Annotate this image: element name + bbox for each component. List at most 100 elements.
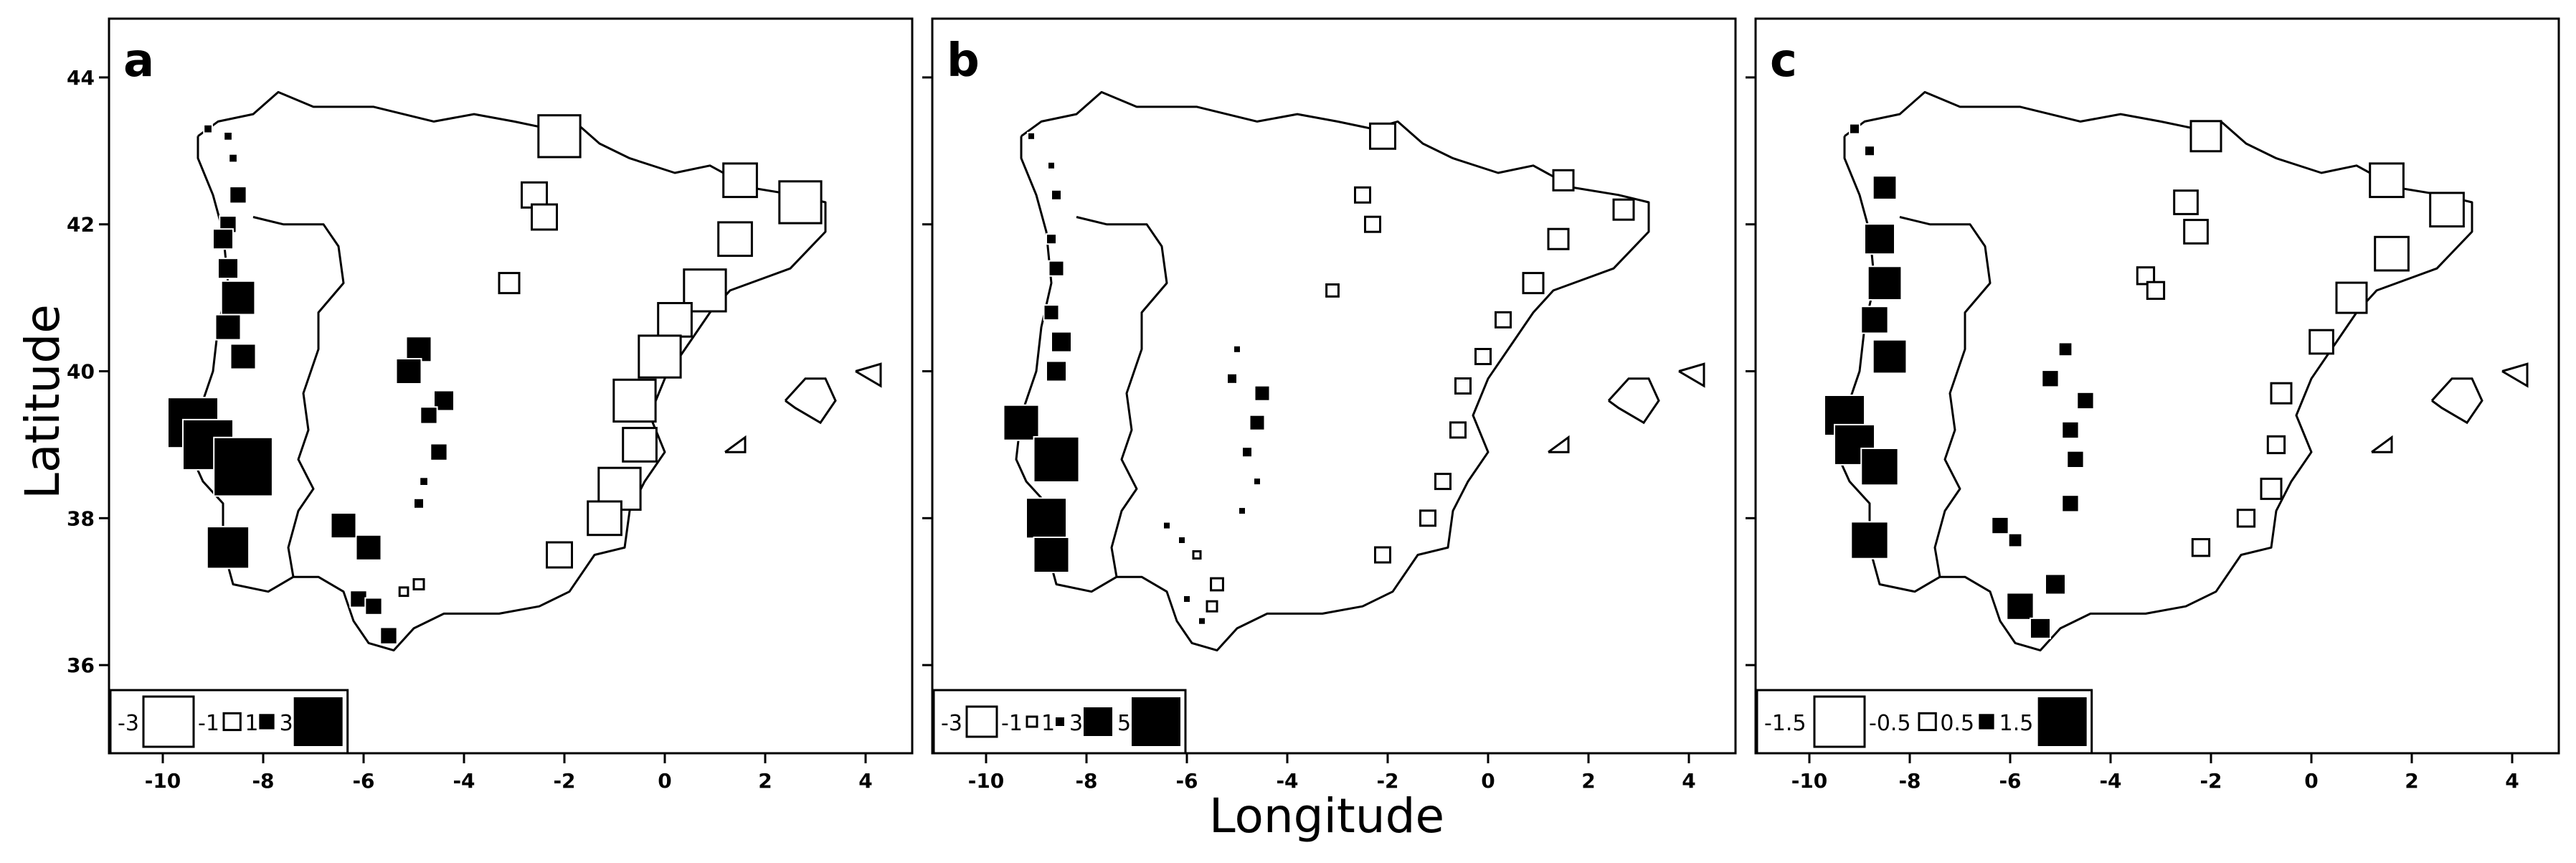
data-point	[546, 541, 573, 569]
data-point	[2061, 420, 2080, 440]
legend-label: 1	[245, 711, 258, 736]
data-point	[2030, 617, 2051, 639]
legend-marker	[257, 712, 276, 731]
data-point	[223, 131, 233, 141]
data-point	[1864, 223, 1895, 255]
data-point	[717, 221, 753, 258]
island-outline	[2371, 435, 2393, 453]
legend-marker	[1977, 712, 1996, 731]
x-tick-label: 4	[1682, 769, 1695, 793]
data-point	[2045, 573, 2066, 595]
data-point	[1233, 344, 1241, 354]
data-point	[349, 590, 368, 608]
data-point	[1003, 404, 1040, 441]
data-point	[1254, 385, 1271, 402]
island-outline	[2501, 362, 2529, 388]
data-point	[1162, 521, 1171, 530]
border-line	[1076, 216, 1168, 577]
x-tick-label: -2	[2199, 769, 2222, 793]
data-point	[2369, 162, 2405, 199]
y-tick-label: 44	[67, 66, 95, 90]
legend-label: 3	[280, 711, 293, 736]
legend-label: -3	[941, 711, 962, 736]
x-tick-label: -8	[1898, 769, 1921, 793]
data-point	[1051, 189, 1062, 201]
legend: -1.5 -0.5 0.5 1.5	[1756, 689, 2093, 755]
legend-label: 0.5	[1940, 711, 1974, 736]
data-point	[2309, 329, 2334, 355]
data-point	[1033, 537, 1070, 573]
legend-marker	[1813, 695, 1866, 748]
data-point	[203, 123, 213, 134]
legend-marker	[2036, 696, 2088, 748]
data-point	[2146, 280, 2166, 301]
x-tick-label: 0	[1481, 769, 1495, 793]
data-point	[1178, 536, 1186, 544]
x-tick-label: 2	[758, 769, 772, 793]
data-point	[1867, 265, 1903, 301]
data-point	[778, 180, 823, 225]
data-point	[1033, 435, 1080, 483]
x-tick-label: -4	[2099, 769, 2121, 793]
data-point	[622, 427, 658, 463]
data-point	[1026, 497, 1067, 539]
border-line	[1899, 216, 1992, 577]
data-point	[1449, 421, 1467, 439]
data-point	[1325, 283, 1340, 298]
data-point	[1253, 477, 1261, 486]
panel-letter: b	[947, 34, 980, 88]
data-point	[1419, 509, 1436, 527]
y-tick-label: 38	[67, 506, 95, 530]
x-tick-label: -6	[352, 769, 374, 793]
panel-frame	[931, 17, 1737, 755]
x-tick-label: 2	[1581, 769, 1595, 793]
x-tick-label: -8	[252, 769, 274, 793]
data-point	[412, 578, 425, 590]
x-tick-label: -6	[1175, 769, 1198, 793]
legend-marker	[1082, 706, 1114, 737]
data-point	[1860, 448, 1899, 486]
legend-label: 5	[1117, 711, 1131, 736]
data-point	[1834, 423, 1875, 466]
data-point	[2006, 592, 2035, 621]
data-point	[364, 597, 383, 616]
data-point	[212, 228, 234, 250]
data-point	[2076, 391, 2095, 410]
island-outline	[784, 377, 837, 425]
data-point	[657, 302, 693, 338]
data-point	[521, 181, 548, 209]
data-point	[420, 406, 438, 425]
data-point	[1552, 169, 1575, 192]
data-point	[1522, 272, 1545, 295]
legend-marker	[1918, 712, 1937, 732]
data-point	[1547, 227, 1570, 250]
island-outline	[2430, 377, 2483, 425]
data-point	[1369, 122, 1396, 150]
data-point	[1474, 348, 1492, 365]
island-outline	[1607, 377, 1660, 425]
panel-frame	[1754, 17, 2560, 755]
data-point	[398, 586, 409, 598]
legend-label: -1.5	[1764, 711, 1806, 736]
data-point	[419, 476, 429, 486]
y-axis-label: Latitude	[15, 304, 70, 499]
data-point	[229, 186, 247, 204]
data-point	[1047, 161, 1056, 170]
data-point	[1192, 550, 1202, 560]
data-point	[2058, 341, 2073, 357]
data-point	[2191, 538, 2211, 557]
data-point	[214, 313, 242, 341]
data-point	[1612, 198, 1635, 221]
data-point	[1364, 215, 1381, 233]
data-point	[2270, 382, 2293, 405]
data-point	[1495, 311, 1512, 329]
panel-letter: a	[123, 34, 154, 88]
data-point	[2374, 235, 2410, 272]
data-point	[2236, 509, 2256, 528]
data-point	[379, 626, 398, 645]
data-point	[206, 526, 250, 570]
legend: -3 -1 1 3	[109, 689, 349, 755]
data-point	[1043, 304, 1060, 321]
data-point	[1991, 516, 2009, 535]
